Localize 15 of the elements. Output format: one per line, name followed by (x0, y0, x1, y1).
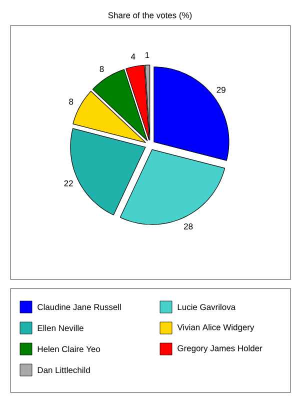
legend-label: Claudine Jane Russell (38, 304, 121, 310)
data-label: 22 (64, 180, 73, 186)
data-label: 29 (216, 86, 226, 93)
data-label: 28 (184, 223, 193, 230)
chart-title: Share of the votes (%) (108, 12, 192, 20)
legend-label: Gregory James Holder (178, 345, 262, 353)
data-label: 8 (69, 98, 74, 105)
legend-label: Dan Littlechild (38, 366, 90, 374)
data-label: 1 (145, 52, 150, 58)
data-label: 4 (130, 54, 136, 60)
legend-label: Lucie Gavrilova (178, 304, 236, 310)
data-label: 8 (100, 66, 104, 72)
legend-label: Vivian Alice Widgery (177, 324, 254, 332)
legend-label: Helen Claire Yeo (38, 346, 100, 352)
legend-label: Ellen Neville (38, 324, 84, 332)
